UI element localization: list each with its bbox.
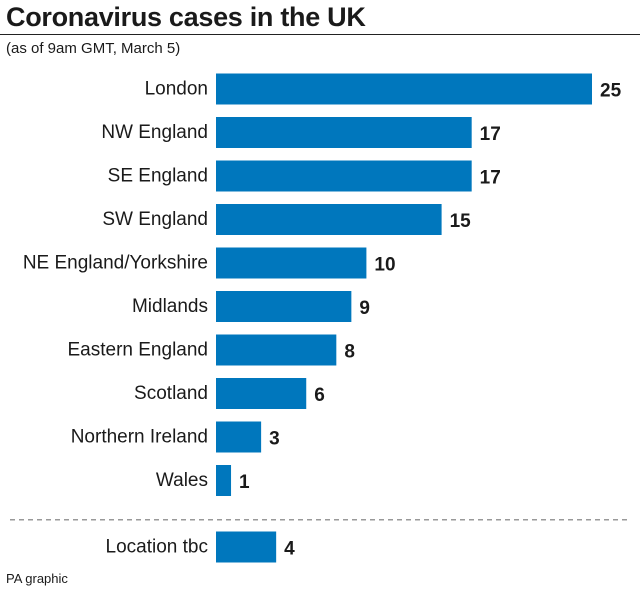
bars-layer: London 25 NW England 17 SE England 17 SW Engla… [10,73,630,563]
value-label-london: 25 [600,81,622,102]
bar-northern-ireland [216,421,262,453]
category-label-northern-ireland: Northern Ireland [71,427,208,448]
category-label-sw-england: SW England [102,209,208,230]
bar-wales [216,465,232,496]
bar-london [216,73,592,105]
value-label-scotland: 6 [314,385,325,406]
value-label-northern-ireland: 3 [269,429,280,450]
category-label-eastern-england: Eastern England [68,340,209,361]
bar-sw-england [216,204,442,235]
source-credit: PA graphic [6,571,68,586]
category-label-midlands: Midlands [132,296,208,317]
value-label-se-england: 17 [480,168,501,189]
value-label-location-tbc: 4 [284,539,295,560]
category-label-london: London [145,79,208,100]
bar-nw-england [216,117,472,148]
category-label-wales: Wales [156,470,208,491]
bar-ne-england-yorkshire [216,247,367,279]
value-label-nw-england: 17 [480,124,501,145]
category-label-nw-england: NW England [101,122,208,143]
bar-eastern-england [216,334,337,366]
title-divider [0,34,640,35]
bar-location-tbc [216,531,277,563]
chart-title: Coronavirus cases in the UK [6,2,366,32]
chart-subtitle: (as of 9am GMT, March 5) [6,40,181,57]
value-label-eastern-england: 8 [344,342,355,363]
category-label-scotland: Scotland [134,383,208,404]
category-label-se-england: SE England [108,166,208,187]
bar-se-england [216,160,472,192]
value-label-ne-england-yorkshire: 10 [374,255,395,276]
category-label-location-tbc: Location tbc [106,537,208,558]
bar-midlands [216,291,352,322]
bar-scotland [216,378,307,409]
value-label-wales: 1 [239,472,250,493]
category-label-ne-england-yorkshire: NE England/Yorkshire [23,253,208,274]
value-label-sw-england: 15 [450,211,472,232]
value-label-midlands: 9 [359,298,370,319]
